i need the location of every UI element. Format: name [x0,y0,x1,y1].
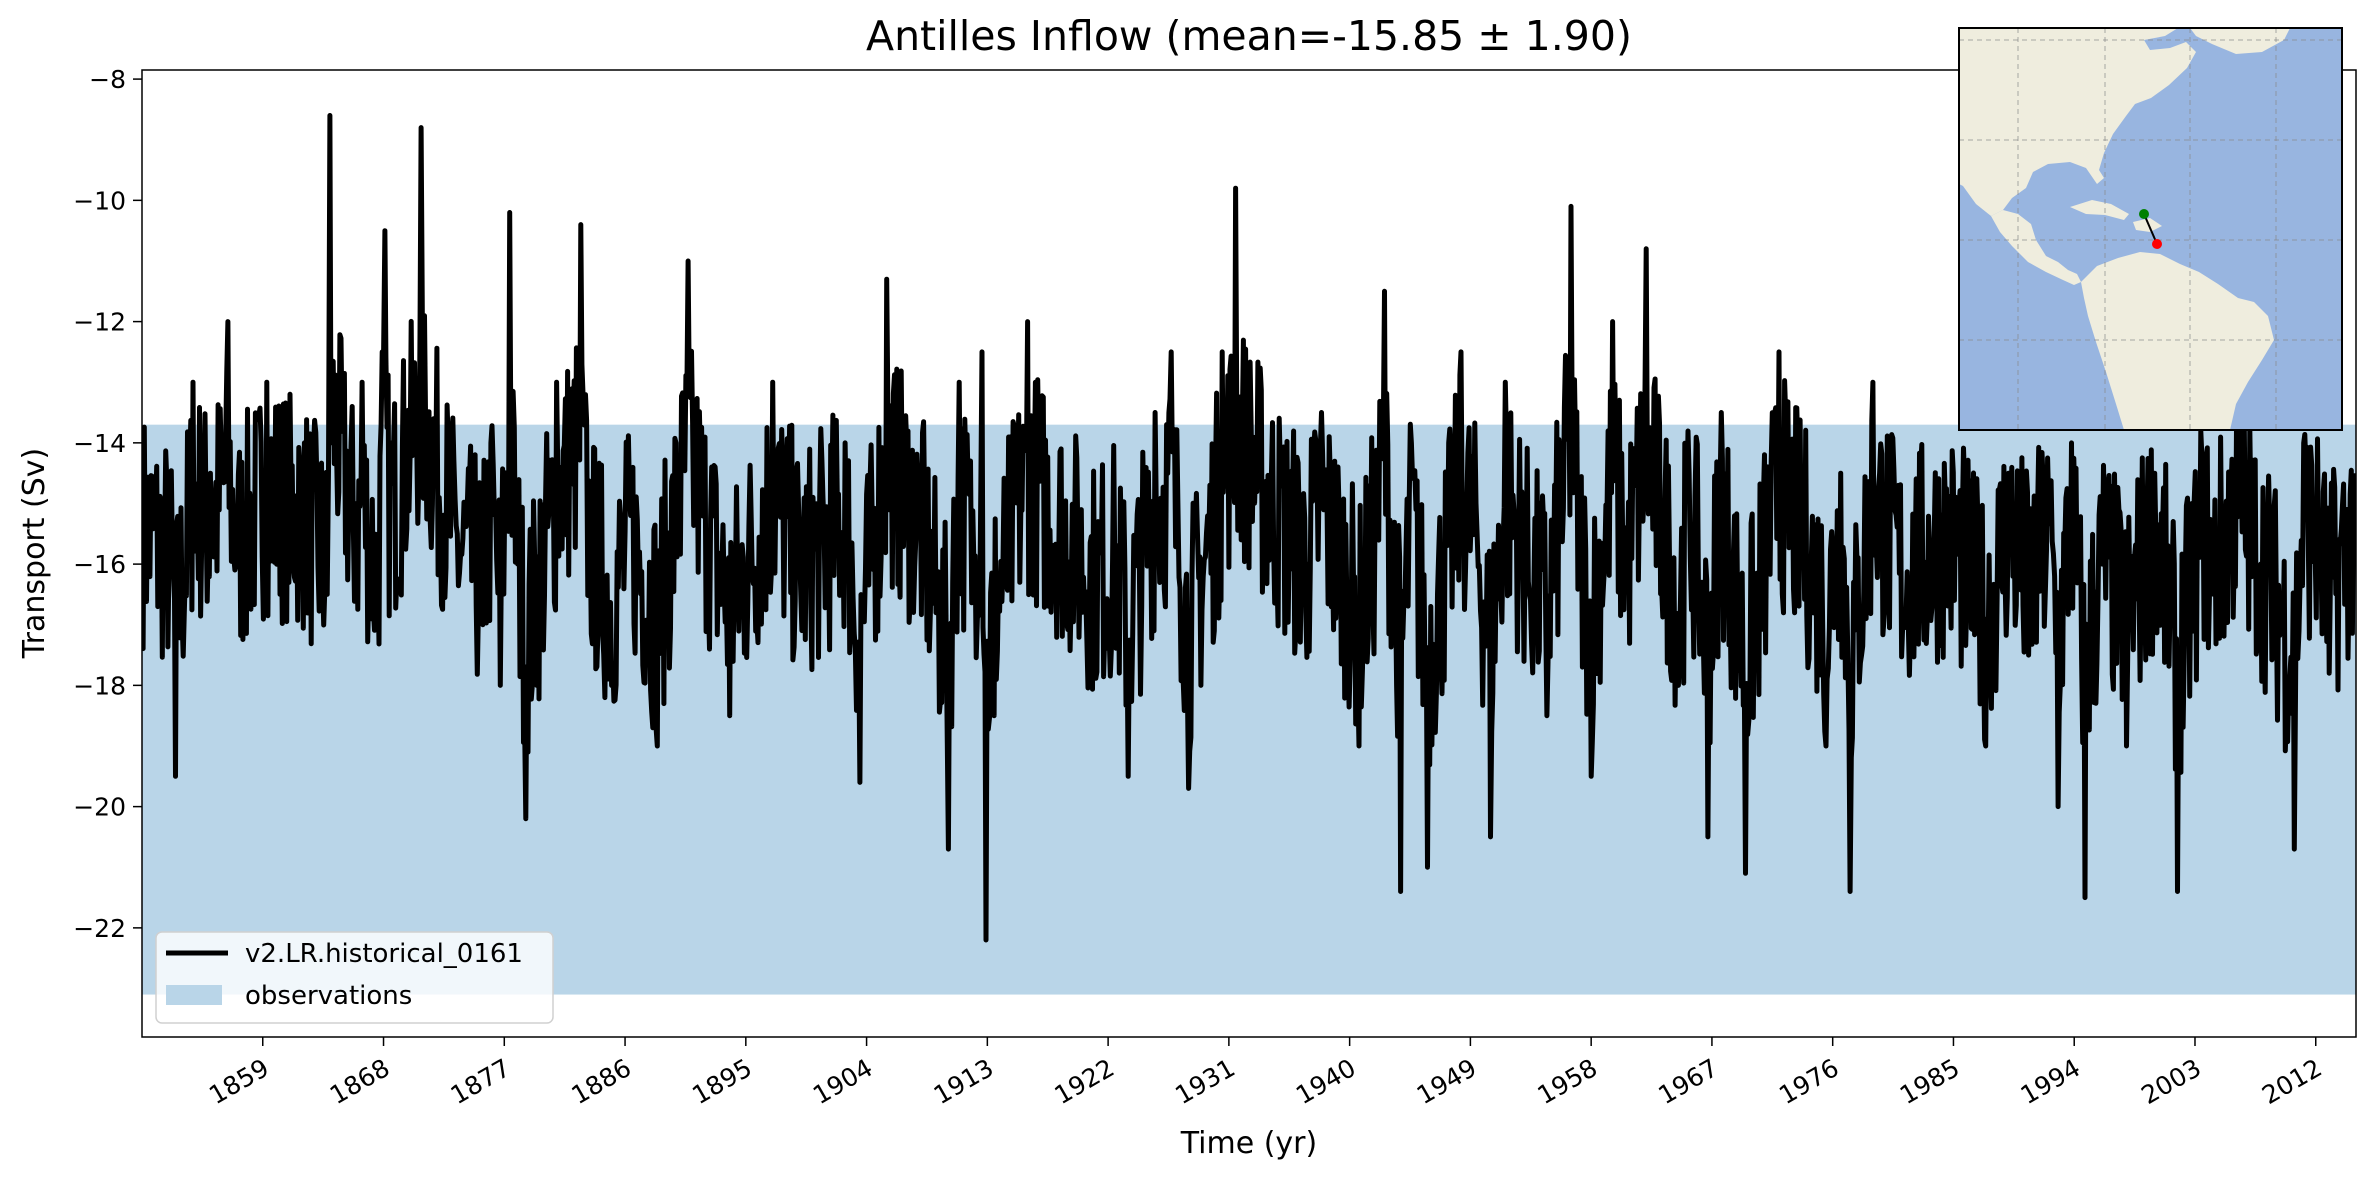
y-tick-label: −20 [73,793,126,822]
legend-label-model: v2.LR.historical_0161 [245,939,523,969]
legend-label-observations: observations [245,981,412,1011]
x-tick-label: 1868 [325,1053,395,1110]
legend-box [155,931,554,1024]
map-land-greenland [2190,28,2290,54]
y-tick-label: −22 [73,914,126,943]
x-tick-label: 1940 [1291,1053,1361,1110]
x-tick-label: 1922 [1050,1053,1120,1110]
x-tick-label: 1886 [566,1053,636,1110]
map-frame [1958,27,2343,431]
y-tick-label: −10 [73,186,126,215]
y-tick-label: −16 [73,550,126,579]
x-tick-label: 1949 [1412,1053,1482,1110]
x-tick-label: 1967 [1653,1053,1723,1110]
y-tick-label: −12 [73,308,126,337]
y-axis-label: Transport (Sv) [17,448,52,660]
map-section-start-dot [2139,209,2149,219]
plot-frame [141,69,2357,1038]
x-tick-label: 1985 [1895,1053,1965,1110]
map-land-central-america [1991,210,2081,285]
inset-map [1958,27,2343,431]
x-tick-label: 1994 [2016,1053,2086,1110]
x-tick-label: 1895 [687,1053,757,1110]
map-land-cuba [2070,200,2129,220]
x-axis-label: Time (yr) [1180,1126,1317,1161]
map-land-group [1959,28,2342,430]
x-tick-label: 1913 [929,1053,999,1110]
x-tick-label: 2003 [2136,1053,2206,1110]
x-tick-label: 1904 [808,1053,878,1110]
legend-band-swatch [166,985,222,1005]
x-tick-label: 1877 [446,1053,516,1110]
x-tick-label: 1931 [1170,1053,1240,1110]
x-tick-label: 1976 [1774,1053,1844,1110]
map-land-south-america [2081,252,2274,430]
map-grid [1959,28,2342,430]
y-tick-label: −18 [73,671,126,700]
x-axis: 1859 1868 1877 1886 1895 1904 1913 1922 1931 1940… [204,1037,2327,1110]
series-line-v2-lr-historical-0161 [142,113,2356,943]
map-section-line [2143,213,2158,245]
chart-title: Antilles Inflow (mean=-15.85 ± 1.90) [866,12,1632,60]
x-tick-label: 1859 [204,1053,274,1110]
y-tick-label: −14 [73,429,126,458]
series-group [142,113,2356,943]
legend: v2.LR.historical_0161 observations [155,931,554,1024]
map-section-end-dot [2152,239,2162,249]
y-axis: −22 −20 −18 −16 −14 −12 −10 −8 [73,65,142,943]
x-tick-label: 2012 [2257,1053,2327,1110]
y-tick-label: −8 [89,65,126,94]
x-tick-label: 1958 [1533,1053,1603,1110]
plot-area [141,69,2357,1038]
map-land-hispaniola [2133,218,2162,232]
